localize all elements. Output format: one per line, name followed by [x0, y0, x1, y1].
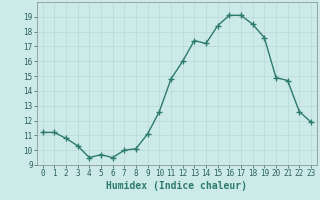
X-axis label: Humidex (Indice chaleur): Humidex (Indice chaleur)	[106, 181, 247, 191]
